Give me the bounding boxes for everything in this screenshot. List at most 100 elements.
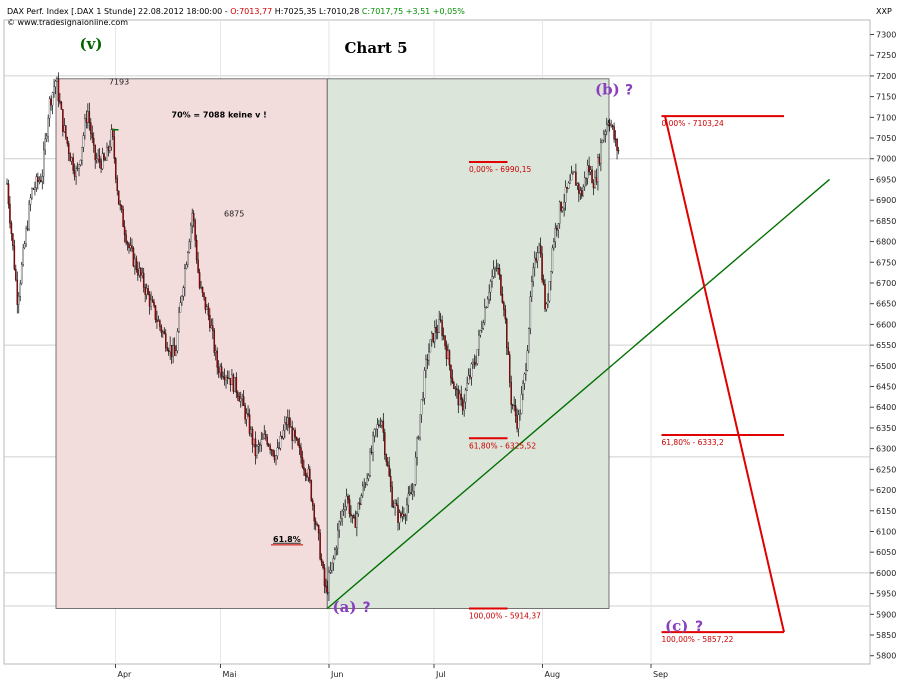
candle-body xyxy=(156,319,158,322)
candle-body xyxy=(335,548,338,550)
candle-body xyxy=(563,202,565,209)
candle-body xyxy=(407,493,410,506)
candle-body xyxy=(469,375,471,378)
candle-body xyxy=(575,171,577,186)
candle-body xyxy=(451,377,454,383)
candle-body xyxy=(479,330,482,336)
candle-body xyxy=(439,319,442,321)
candle-body xyxy=(115,158,117,179)
candle-body xyxy=(176,331,179,351)
candle-body xyxy=(353,515,355,518)
candle-body xyxy=(20,264,23,284)
candle-body xyxy=(15,269,17,281)
candle-body xyxy=(91,133,94,139)
candle-body xyxy=(104,159,107,161)
candle-body xyxy=(237,392,239,397)
candle-body xyxy=(423,370,426,399)
projection-line xyxy=(664,115,785,633)
candle-body xyxy=(266,437,268,445)
candle-body xyxy=(232,374,235,392)
candle-body xyxy=(589,169,592,173)
candle-body xyxy=(372,435,374,453)
candle-body xyxy=(556,228,558,231)
candle-body xyxy=(548,281,551,302)
fib-level-label: 61,80% - 6325,52 xyxy=(469,441,536,450)
candle-body xyxy=(611,125,614,127)
candle-body xyxy=(151,299,154,303)
candle-body xyxy=(87,111,89,123)
candle-body xyxy=(154,305,157,320)
candle-body xyxy=(410,492,412,495)
candle-body xyxy=(242,396,245,406)
candle-body xyxy=(150,299,152,307)
y-tick-label: 7300 xyxy=(876,30,896,39)
candle-body xyxy=(173,345,176,356)
candle-body xyxy=(525,370,527,375)
candle-body xyxy=(12,233,14,247)
candle-body xyxy=(264,434,267,438)
candle-body xyxy=(7,183,10,205)
candle-body xyxy=(564,186,567,203)
candle-body xyxy=(444,335,446,347)
candle-body xyxy=(494,268,496,270)
y-tick-label: 6200 xyxy=(876,486,896,495)
candle-body xyxy=(228,377,230,379)
candle-body xyxy=(122,209,124,227)
candle-body xyxy=(438,319,440,333)
x-tick-label: Jul xyxy=(435,670,446,679)
candle-body xyxy=(34,187,36,190)
candle-body xyxy=(392,506,395,508)
candle-body xyxy=(125,234,127,243)
candle-body xyxy=(541,253,543,281)
candle-body xyxy=(254,438,257,456)
candle-body xyxy=(420,399,423,415)
candle-body xyxy=(25,228,27,245)
candle-body xyxy=(307,468,310,478)
candle-body xyxy=(395,503,398,506)
candle-body xyxy=(614,139,617,140)
candle-body xyxy=(13,245,16,270)
candle-body xyxy=(60,102,63,110)
plot-frame xyxy=(3,19,871,665)
candle-body xyxy=(57,78,60,102)
candle-body xyxy=(292,429,295,441)
candle-body xyxy=(557,223,560,231)
candle-body xyxy=(88,111,91,123)
candle-body xyxy=(72,157,74,171)
candle-body xyxy=(110,129,113,148)
axes: 5800 5850 5900 5950 6000 6050 6100 6150 6200 6250… xyxy=(115,30,896,679)
y-tick-label: 6000 xyxy=(876,569,896,578)
candle-body xyxy=(147,288,149,295)
candle-body xyxy=(279,436,282,449)
candle-body xyxy=(35,176,38,189)
candle-body xyxy=(73,170,76,177)
candle-body xyxy=(304,469,307,476)
candle-body xyxy=(253,438,255,445)
candle-body xyxy=(561,207,564,211)
wave-v-label: (v) xyxy=(80,35,103,53)
candle-body xyxy=(325,585,327,588)
candle-body xyxy=(144,287,146,295)
candle-body xyxy=(406,504,408,516)
candle-body xyxy=(192,213,195,221)
candle-body xyxy=(310,480,313,501)
candle-body xyxy=(269,445,271,451)
header-symbol: XXP xyxy=(876,7,892,16)
candle-body xyxy=(385,454,388,462)
candle-body xyxy=(28,204,30,230)
candle-body xyxy=(319,532,321,560)
candle-body xyxy=(519,413,521,416)
candle-body xyxy=(522,383,524,395)
candle-body xyxy=(560,201,562,211)
candle-body xyxy=(195,240,198,260)
y-tick-label: 6050 xyxy=(876,548,896,557)
candle-body xyxy=(209,315,211,328)
x-tick-label: Mai xyxy=(223,670,237,679)
candle-body xyxy=(129,245,132,249)
candle-body xyxy=(501,294,504,303)
y-tick-label: 7200 xyxy=(876,72,896,81)
candle-body xyxy=(241,396,243,399)
candle-body xyxy=(526,350,529,371)
candle-body xyxy=(119,204,121,206)
candle-body xyxy=(9,203,11,224)
